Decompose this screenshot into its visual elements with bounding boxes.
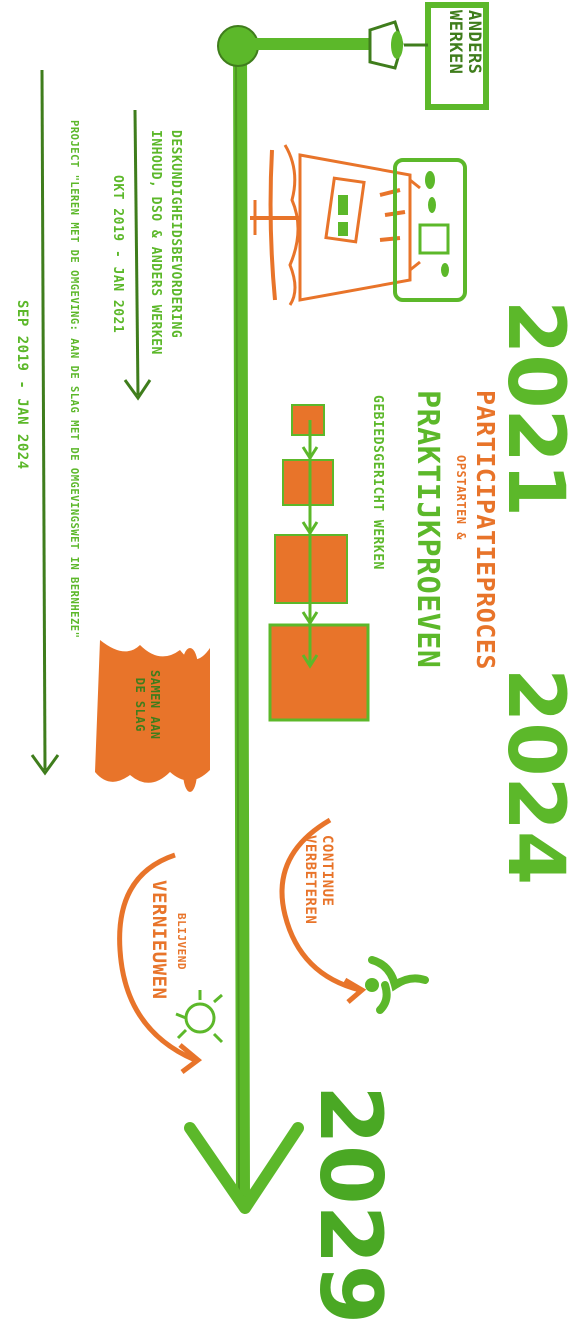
project-1-title-line-2: INHOUD, DSO & ANDERS WERKEN <box>148 130 163 355</box>
growth-steps <box>268 404 370 722</box>
year-2024: 2024 <box>490 668 580 886</box>
project-1-title: DESKUNDIGHEIDSBEVORDERING INHOUD, DSO & … <box>145 130 185 355</box>
timeline-axis <box>184 25 304 1214</box>
samen-label: SAMEN AAN DE SLAG <box>132 670 162 740</box>
timeline-start-dot <box>217 25 259 67</box>
project-1-title-line-1: DESKUNDIGHEIDSBEVORDERING <box>168 130 183 339</box>
year-2029: 2029 <box>300 1085 400 1324</box>
signpost-label: ANDERS WERKEN <box>445 10 484 75</box>
vernieuwen-label: VERNIEUWEN <box>148 880 170 1000</box>
blijvend-label: BLIJVEND <box>175 913 188 970</box>
samen-line-1: SAMEN AAN <box>148 670 162 740</box>
samen-line-2: DE SLAG <box>133 677 147 732</box>
continue-line-1: CONTINUE <box>319 835 335 907</box>
project-arrows <box>30 69 152 776</box>
classroom-illustration <box>250 144 467 306</box>
lightbulb-icon <box>184 1002 216 1034</box>
signpost-icon <box>255 2 489 110</box>
signpost-line-2: WERKEN <box>445 10 465 75</box>
participatie-label: PARTICIPATIEPROCES <box>471 390 500 670</box>
project-2-title: PROJECT "LEREN MET DE OMGEVING: AAN DE S… <box>68 120 80 639</box>
continue-label: CONTINUE VERBETEREN <box>301 835 335 924</box>
project-1-period: OKT 2019 - JAN 2021 <box>110 175 125 334</box>
project-2-period: SEP 2019 - JAN 2024 <box>14 300 30 470</box>
renewal-arc <box>117 852 224 1074</box>
year-2021: 2021 <box>490 300 580 518</box>
continue-line-2: VERBETEREN <box>302 835 318 925</box>
samen-banner <box>95 640 210 792</box>
continue-improvement-arc <box>279 817 429 1014</box>
timeline-graphics <box>30 2 489 1214</box>
praktijk-label: PRAKTIJKPROEVEN <box>410 390 445 669</box>
timeline-arrowhead <box>184 1122 304 1214</box>
signpost-line-1: ANDERS <box>464 10 484 75</box>
gebied-label: GEBIEDSGERICHT WERKEN <box>370 395 385 570</box>
opstarten-label: OPSTARTEN & <box>454 455 468 540</box>
